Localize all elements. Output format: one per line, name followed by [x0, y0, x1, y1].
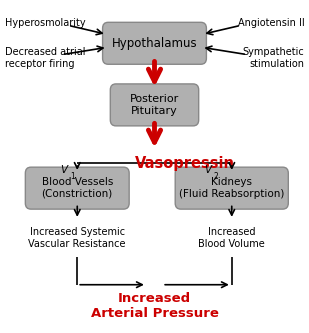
- Text: Decreased atrial
receptor firing: Decreased atrial receptor firing: [5, 47, 85, 69]
- Text: Increased
Blood Volume: Increased Blood Volume: [198, 227, 265, 249]
- FancyBboxPatch shape: [110, 84, 199, 126]
- Text: Hypothalamus: Hypothalamus: [112, 37, 197, 50]
- Text: Kidneys
(Fluid Reabsorption): Kidneys (Fluid Reabsorption): [179, 177, 285, 199]
- Text: 2: 2: [214, 172, 218, 181]
- FancyBboxPatch shape: [175, 167, 288, 209]
- Text: Increased Systemic
Vascular Resistance: Increased Systemic Vascular Resistance: [28, 227, 126, 249]
- FancyBboxPatch shape: [103, 22, 206, 64]
- Text: V: V: [60, 166, 67, 175]
- Text: Angiotensin II: Angiotensin II: [238, 18, 304, 28]
- Text: Posterior
Pituitary: Posterior Pituitary: [130, 94, 179, 116]
- FancyBboxPatch shape: [25, 167, 129, 209]
- Text: Increased
Arterial Pressure: Increased Arterial Pressure: [91, 292, 218, 320]
- Text: V: V: [204, 166, 211, 175]
- Text: 1: 1: [70, 172, 75, 181]
- Text: Hyperosmolarity: Hyperosmolarity: [5, 18, 85, 28]
- Text: Sympathetic
stimulation: Sympathetic stimulation: [243, 47, 304, 69]
- Text: Vasopressin: Vasopressin: [135, 156, 235, 171]
- Text: Blood Vessels
(Constriction): Blood Vessels (Constriction): [42, 177, 113, 199]
